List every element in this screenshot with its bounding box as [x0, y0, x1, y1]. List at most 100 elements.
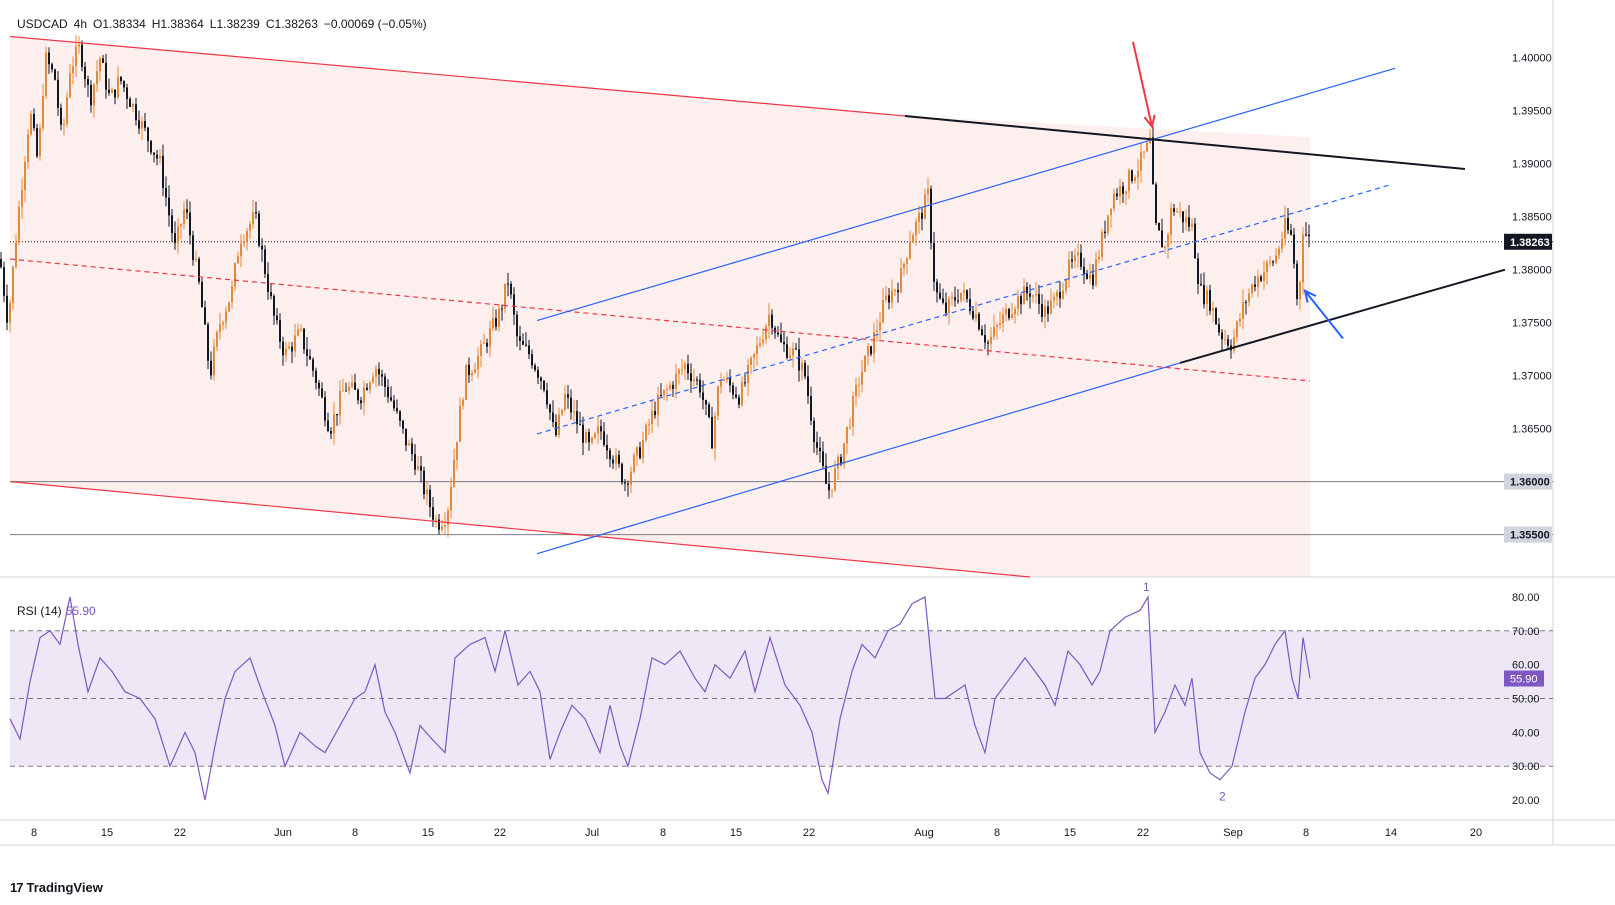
candle-body — [387, 386, 389, 398]
candle-body — [699, 379, 701, 393]
candle-body — [792, 348, 794, 356]
candle-body — [132, 104, 134, 108]
candle-body — [1167, 234, 1169, 247]
rsi-legend[interactable]: RSI (14) 55.90 — [17, 604, 96, 618]
candle-body — [1026, 286, 1028, 294]
candle-body — [1242, 301, 1244, 319]
candle-body — [765, 326, 767, 340]
candle-body — [696, 379, 698, 381]
candle-body — [1089, 274, 1091, 279]
candle-body — [903, 263, 905, 269]
candle-body — [114, 89, 116, 98]
time-tick-label: Aug — [914, 827, 934, 839]
candle-body — [1227, 339, 1229, 346]
candle-body — [1200, 283, 1202, 286]
interval-label[interactable]: 4h — [73, 17, 88, 31]
candle-body — [117, 76, 119, 98]
candle-body — [729, 377, 731, 386]
candle-body — [21, 189, 23, 207]
time-tick-label: 8 — [660, 827, 666, 839]
candle-body — [171, 215, 173, 234]
black-support — [1179, 268, 1506, 364]
candle-body — [345, 390, 347, 392]
candle-body — [24, 162, 26, 190]
candle-body — [180, 224, 182, 227]
candle-body — [1104, 231, 1106, 233]
candle-body — [276, 315, 278, 321]
candle-body — [978, 314, 980, 330]
candle-body — [837, 456, 839, 469]
red-channel-mid — [9, 258, 1311, 382]
candle-body — [1170, 208, 1172, 235]
candle-body — [195, 258, 197, 260]
candle-body — [1185, 217, 1187, 223]
candle-body — [1002, 314, 1004, 324]
candle-body — [33, 114, 35, 128]
candle-body — [582, 424, 584, 443]
candle-body — [474, 369, 476, 374]
candle-body — [1269, 261, 1271, 263]
candle-body — [267, 273, 269, 293]
candle-body — [366, 387, 368, 390]
candle-body — [498, 308, 500, 327]
candle-body — [402, 420, 404, 429]
brand-footer[interactable]: 17 TradingView — [10, 880, 103, 895]
candle-body — [549, 404, 551, 413]
candle-body — [609, 450, 611, 460]
candle-body — [3, 267, 5, 296]
candle-body — [573, 411, 575, 413]
last-price-tag — [1504, 233, 1552, 250]
candle-body — [288, 346, 290, 349]
candle-body — [297, 329, 299, 336]
candle-body — [441, 526, 443, 530]
candle-body — [921, 212, 923, 219]
candle-body — [516, 314, 518, 337]
candle-body — [492, 317, 494, 329]
candle-body — [612, 459, 614, 464]
candle-body — [672, 384, 674, 389]
candle-body — [1011, 314, 1013, 319]
candle-body — [210, 360, 212, 376]
candle-body — [105, 62, 107, 90]
candle-body — [642, 439, 644, 459]
candle-body — [948, 298, 950, 313]
candle-body — [1236, 321, 1238, 338]
candle-body — [756, 345, 758, 354]
candle-body — [189, 212, 191, 236]
candle-body — [594, 433, 596, 438]
candle-body — [207, 324, 209, 361]
black-resistance — [904, 114, 1466, 170]
candle-body — [894, 289, 896, 291]
time-tick-label: 15 — [101, 827, 113, 839]
time-tick-label: 8 — [994, 827, 1000, 839]
candle-body — [576, 411, 578, 425]
open-value: O1.38334 — [93, 17, 146, 31]
candle-body — [822, 451, 824, 466]
candle-body — [168, 197, 170, 216]
symbol-label[interactable]: USDCAD — [17, 17, 68, 31]
candle-body — [879, 322, 881, 331]
candle-body — [36, 127, 38, 157]
candle-body — [645, 424, 647, 440]
candle-body — [1029, 293, 1031, 297]
candle-body — [1296, 263, 1298, 300]
candle-body — [87, 79, 89, 85]
candle-body — [597, 426, 599, 434]
rsi-annotation-2: 2 — [1219, 790, 1226, 804]
candle-body — [834, 468, 836, 490]
candle-body — [177, 226, 179, 243]
rsi-band — [10, 630, 1553, 767]
candle-body — [381, 374, 383, 377]
candle-body — [336, 414, 338, 416]
candle-body — [1038, 294, 1040, 304]
candle-body — [321, 388, 323, 398]
candle-body — [90, 84, 92, 106]
red-channel-top — [9, 35, 906, 117]
rsi-tick-label: 70.00 — [1512, 626, 1540, 638]
candle-body — [528, 345, 530, 355]
candle-body — [111, 89, 113, 93]
candle-body — [1191, 223, 1193, 227]
candle-body — [246, 230, 248, 242]
candle-body — [123, 81, 125, 88]
